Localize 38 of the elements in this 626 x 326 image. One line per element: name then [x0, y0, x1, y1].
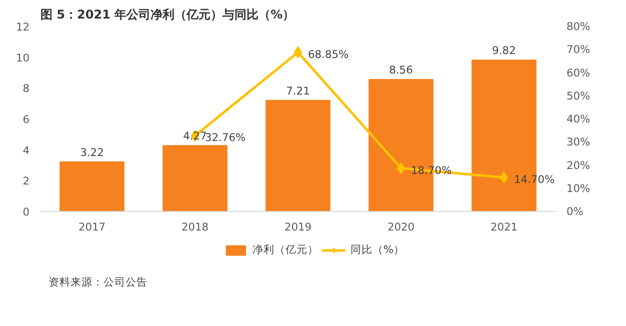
data-label: 8.56	[389, 64, 414, 77]
data-label: 9.82	[492, 44, 516, 58]
y-tick-label: 12	[16, 20, 30, 34]
y-tick-label: 2	[22, 174, 30, 188]
bar	[266, 100, 330, 212]
x-tick-label: 2017	[78, 220, 106, 234]
bar	[60, 161, 124, 212]
y2-tick-label: 80%	[566, 20, 590, 33]
data-label: 18.70%	[411, 164, 452, 177]
x-tick-label: 2019	[284, 220, 312, 234]
text: 资料来源：公司公告	[48, 276, 148, 289]
y2-tick-label: 20%	[566, 158, 590, 172]
y2-tick-label: 60%	[566, 66, 590, 80]
x-tick-label: 2020	[387, 220, 415, 234]
bar	[162, 145, 228, 212]
point	[500, 172, 508, 184]
x-tick-label: 2021	[490, 220, 518, 234]
y-tick-label: 0	[22, 206, 30, 218]
data-label: 3.22	[80, 146, 104, 159]
y2-tick-label: 10%	[566, 182, 590, 195]
legend-label: 同比（%）	[350, 243, 405, 257]
chart-title: 图 5：2021 年公司净利（亿元）与同比（%）	[40, 8, 295, 22]
data-label: 68.85%	[308, 48, 349, 61]
point	[396, 162, 406, 174]
x-tick-label: 2018	[181, 220, 209, 234]
y2-tick-label: 70%	[566, 43, 590, 56]
data-label: 7.21	[286, 84, 310, 98]
y2-tick-label: 50%	[566, 89, 590, 102]
y2-tick-label: 0%	[566, 205, 584, 218]
y-tick-label: 10	[16, 51, 30, 64]
y-tick-label: 4	[22, 144, 30, 157]
data-label: 32.76%	[205, 131, 246, 144]
y-tick-label: 6	[22, 113, 30, 126]
y-tick-label: 8	[22, 82, 30, 96]
point	[294, 46, 302, 58]
y2-tick-label: 40%	[566, 112, 590, 126]
y2-tick-label: 30%	[566, 136, 590, 149]
legend-label: 净利（亿元）	[252, 243, 318, 257]
